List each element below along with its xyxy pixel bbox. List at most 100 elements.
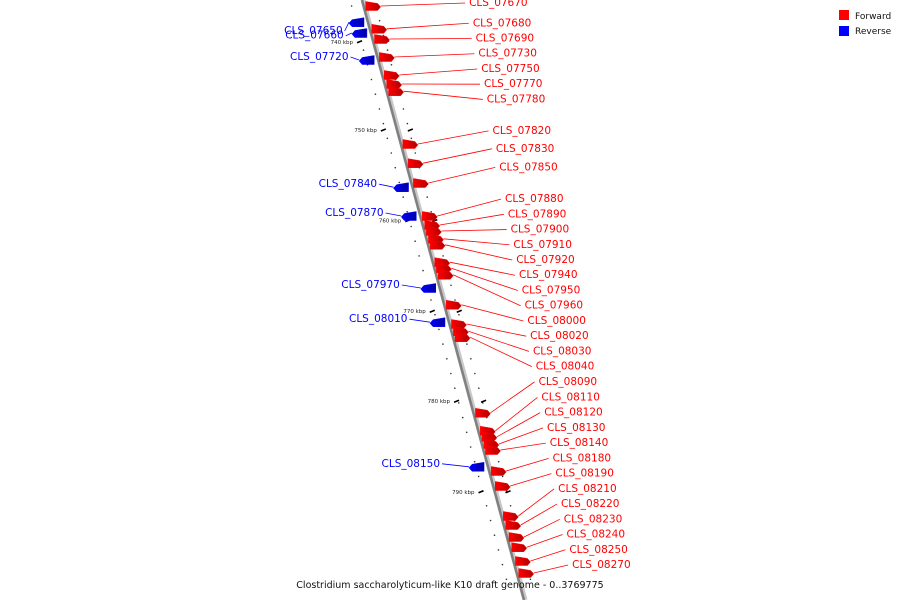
gene-label[interactable]: CLS_07920 [516,254,575,266]
gene-label[interactable]: CLS_07780 [487,93,545,105]
forward-gene-block[interactable] [446,300,461,309]
gene-label[interactable]: CLS_07910 [513,239,572,251]
gene-label[interactable]: CLS_08130 [547,422,606,434]
reverse-gene-block[interactable] [359,56,374,65]
gene-label[interactable]: CLS_07870 [325,207,384,219]
legend: Forward Reverse [839,10,892,37]
forward-gene-block[interactable] [495,482,510,491]
gene-label[interactable]: CLS_08110 [541,391,600,403]
gene-leader-line [387,23,469,29]
gene-label[interactable]: CLS_08010 [349,313,408,325]
gene-label[interactable]: CLS_07770 [484,78,542,90]
forward-gene-block[interactable] [506,521,521,530]
gene-label[interactable]: CLS_08030 [533,345,592,357]
gene-label[interactable]: CLS_07940 [519,269,578,281]
gene-label[interactable]: CLS_08180 [553,452,612,464]
forward-gene-block[interactable] [379,53,394,62]
gene-label[interactable]: CLS_08250 [569,544,628,556]
forward-gene-block[interactable] [503,512,518,521]
forward-gene-block[interactable] [455,333,470,342]
gene-label[interactable]: CLS_07830 [496,143,554,155]
gene-leader-line [404,91,483,99]
forward-gene-block[interactable] [519,569,534,578]
gene-label[interactable]: CLS_07970 [341,279,400,291]
gene-label[interactable]: CLS_08120 [544,407,603,419]
gene-leader-line [346,33,352,36]
gene-label[interactable]: CLS_08090 [539,376,598,388]
gene-label[interactable]: CLS_08270 [572,559,631,571]
ruler-dot [418,255,420,257]
forward-gene-block[interactable] [408,159,423,168]
gene-label[interactable]: CLS_07880 [505,193,564,205]
reverse-gene-block[interactable] [469,462,484,471]
ruler-dot [379,20,381,22]
gene-label[interactable]: CLS_08150 [382,458,441,470]
gene-label[interactable]: CLS_08230 [564,513,623,525]
gene-leader-line [453,275,520,306]
ruler-dot [478,387,480,389]
forward-gene-block[interactable] [384,71,399,80]
reverse-gene-block[interactable] [401,212,416,221]
gene-label[interactable]: CLS_07730 [478,48,537,60]
gene-leader-line [510,474,551,486]
gene-label[interactable]: CLS_07660 [285,30,344,42]
reverse-gene-block[interactable] [421,284,436,293]
forward-gene-block[interactable] [486,446,501,455]
gene-label[interactable]: CLS_07890 [508,208,567,220]
gene-label[interactable]: CLS_07690 [476,33,535,45]
forward-gene-block[interactable] [375,35,390,44]
gene-label[interactable]: CLS_07850 [499,161,557,173]
tick-label: 760 kbp [379,219,402,225]
forward-gene-block[interactable] [372,24,387,33]
gene-label[interactable]: CLS_07670 [469,0,527,9]
gene-leader-line [524,519,560,537]
gene-label[interactable]: CLS_08190 [555,468,614,480]
gene-leader-line [394,54,474,57]
gene-label[interactable]: CLS_08000 [527,315,586,327]
ruler-dot [446,358,448,360]
gene-leader-line [399,69,477,75]
ruler-dot [379,108,381,110]
forward-gene-block[interactable] [389,87,404,96]
forward-gene-block[interactable] [366,2,381,11]
gene-label[interactable]: CLS_08240 [567,529,626,541]
forward-gene-block[interactable] [509,533,524,542]
gene-label[interactable]: CLS_08020 [530,330,589,342]
ruler-dot [375,93,377,95]
ruler-dot [510,505,512,507]
forward-gene-block[interactable] [438,270,453,279]
gene-label[interactable]: CLS_07720 [290,51,349,63]
ruler-dot [383,123,385,125]
gene-label[interactable]: CLS_07840 [319,178,378,190]
gene-leader-line [437,199,501,216]
ruler-dot [498,461,500,463]
gene-label[interactable]: CLS_07960 [525,300,584,312]
ruler-dot [402,196,404,198]
gene-label[interactable]: CLS_08140 [550,437,609,449]
forward-gene-block[interactable] [515,557,530,566]
ruler-dot [502,476,504,478]
forward-gene-block[interactable] [430,240,445,249]
gene-label[interactable]: CLS_07820 [493,125,551,137]
gene-leader-line [409,319,429,322]
forward-gene-block[interactable] [413,179,428,188]
ruler-dot [371,79,373,81]
forward-gene-block[interactable] [403,140,418,149]
ruler-dot [394,167,396,169]
forward-gene-block[interactable] [512,543,527,552]
forward-gene-block[interactable] [422,212,437,221]
gene-label[interactable]: CLS_07950 [522,284,581,296]
reverse-gene-block[interactable] [430,318,445,327]
reverse-gene-block[interactable] [352,29,367,38]
gene-label[interactable]: CLS_07680 [473,17,532,29]
gene-label[interactable]: CLS_07900 [511,224,570,236]
reverse-gene-block[interactable] [349,18,364,27]
gene-label[interactable]: CLS_08210 [558,483,617,495]
gene-label[interactable]: CLS_08040 [536,361,595,373]
forward-gene-block[interactable] [491,467,506,476]
forward-gene-block[interactable] [475,408,490,417]
gene-label[interactable]: CLS_08220 [561,498,620,510]
reverse-gene-block[interactable] [394,183,409,192]
gene-label[interactable]: CLS_07750 [481,63,540,75]
gene-leader-line [534,565,568,573]
